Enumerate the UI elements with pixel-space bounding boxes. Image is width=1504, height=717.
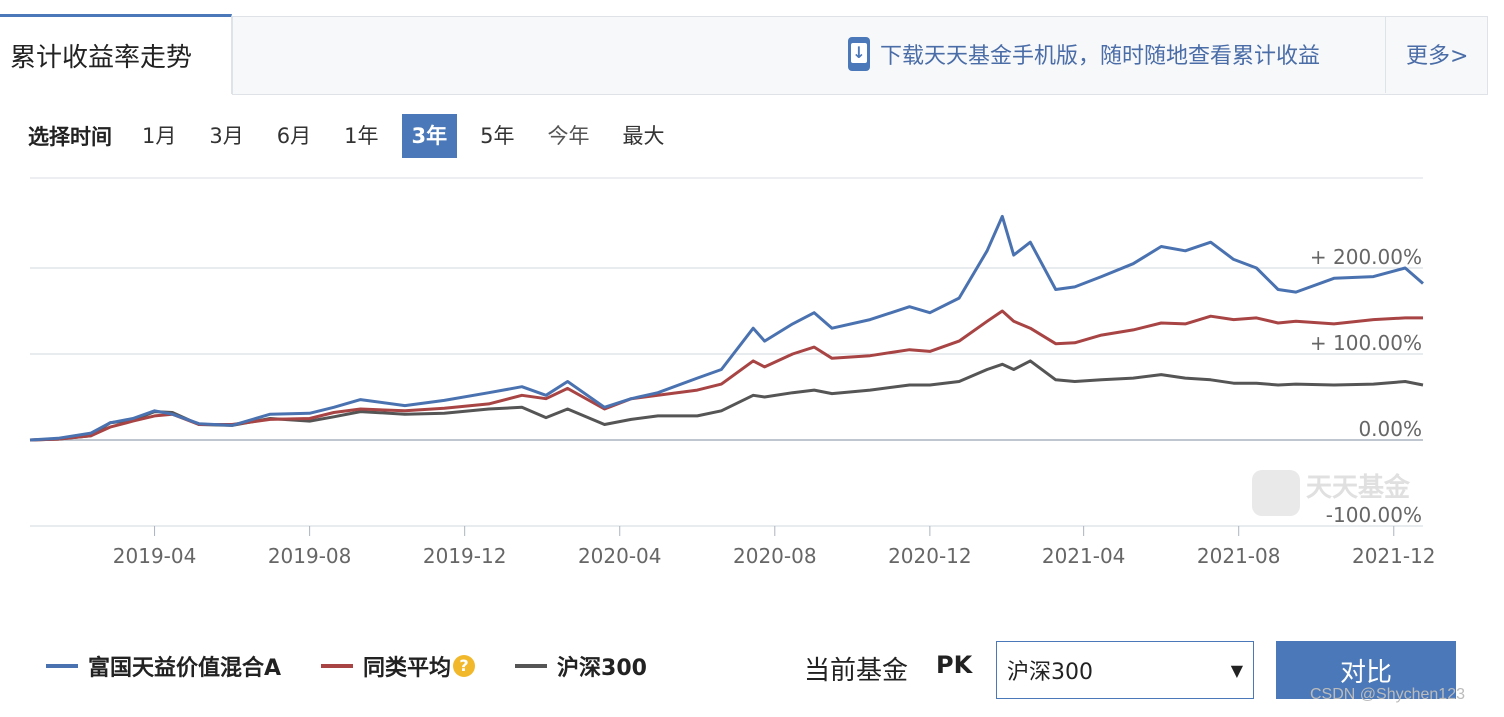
legend-label-index: 沪深300: [557, 656, 647, 681]
x-tick-label: 2020-12: [888, 544, 972, 568]
x-tick-label: 2019-04: [113, 544, 197, 568]
period-max[interactable]: 最大: [622, 124, 665, 148]
legend-swatch-index: [515, 664, 548, 668]
period-3m[interactable]: 3月: [209, 124, 244, 148]
return-chart: 2019-04 2019-08 2019-12 2020-04 2020-08 2020-…: [29, 177, 1436, 568]
x-tick-label: 2019-08: [268, 544, 352, 568]
pk-label: PK: [936, 651, 973, 679]
legend-swatch-fund: [46, 664, 78, 668]
promo-text[interactable]: 下载天天基金手机版，随时随地查看累计收益: [880, 44, 1321, 69]
period-1y[interactable]: 1年: [344, 124, 379, 148]
period-5y[interactable]: 5年: [480, 124, 515, 148]
phone-download-icon: [848, 37, 870, 71]
period-label: 选择时间: [28, 125, 112, 149]
series-line-index: [29, 359, 1424, 442]
tab-cumulative-return[interactable]: 累计收益率走势: [0, 14, 232, 94]
app-download-promo[interactable]: 下载天天基金手机版，随时随地查看累计收益: [848, 34, 1320, 74]
x-tick-label: 2021-04: [1042, 544, 1126, 568]
grid: [30, 267, 1423, 527]
compare-button[interactable]: 对比: [1276, 641, 1456, 699]
y-tick-label: -100.00%: [1326, 503, 1422, 527]
legend-item-index[interactable]: 沪深300: [515, 650, 647, 682]
header: 累计收益率走势 下载天天基金手机版，随时随地查看累计收益 更多>: [0, 0, 1488, 95]
period-selector: 选择时间 1月 3月 6月 1年 3年 5年 今年 最大: [28, 114, 688, 158]
period-3y[interactable]: 3年: [401, 114, 458, 158]
series-line-fund: [29, 214, 1424, 442]
legend-item-fund[interactable]: 富国天益价值混合A: [46, 650, 281, 682]
period-6m[interactable]: 6月: [276, 124, 312, 148]
y-tick-label: 0.00%: [1358, 417, 1422, 441]
y-axis-labels: + 200.00% + 100.00% 0.00% -100.00%: [1310, 245, 1422, 527]
legend-label-category-avg: 同类平均: [363, 656, 452, 681]
x-tick-label: 2021-12: [1352, 544, 1436, 568]
x-tick-label: 2019-12: [423, 544, 507, 568]
compare-select[interactable]: 沪深300 ▼: [996, 641, 1254, 699]
legend-item-category-avg[interactable]: 同类平均 ?: [321, 650, 476, 682]
current-fund-label: 当前基金: [804, 656, 909, 686]
series-line-category-avg: [29, 309, 1423, 442]
x-tick-label: 2020-04: [578, 544, 662, 568]
help-icon[interactable]: ?: [453, 655, 476, 677]
footer-watermark: CSDN @Shychen123: [1310, 686, 1465, 703]
watermark-text: 天天基金: [1306, 472, 1411, 503]
more-link[interactable]: 更多>: [1406, 44, 1469, 69]
series-lines: [29, 214, 1424, 442]
x-axis: 2019-04 2019-08 2019-12 2020-04 2020-08 2020-…: [113, 526, 1436, 568]
legend: 富国天益价值混合A 同类平均 ? 沪深300: [46, 646, 687, 686]
compare-select-value: 沪深300: [1007, 660, 1093, 685]
x-tick-label: 2021-08: [1197, 544, 1281, 568]
watermark-logo-icon: [1252, 470, 1300, 516]
legend-label-fund: 富国天益价值混合A: [88, 656, 282, 681]
dropdown-arrow-icon: ▼: [1230, 660, 1243, 680]
period-1m[interactable]: 1月: [142, 124, 177, 148]
legend-swatch-category-avg: [321, 664, 354, 668]
period-ytd[interactable]: 今年: [547, 124, 590, 148]
y-tick-label: + 100.00%: [1310, 331, 1422, 355]
x-tick-label: 2020-08: [733, 544, 817, 568]
chart-watermark: 天天基金: [1252, 470, 1411, 516]
divider: [1385, 16, 1386, 93]
y-tick-label: + 200.00%: [1310, 245, 1422, 269]
